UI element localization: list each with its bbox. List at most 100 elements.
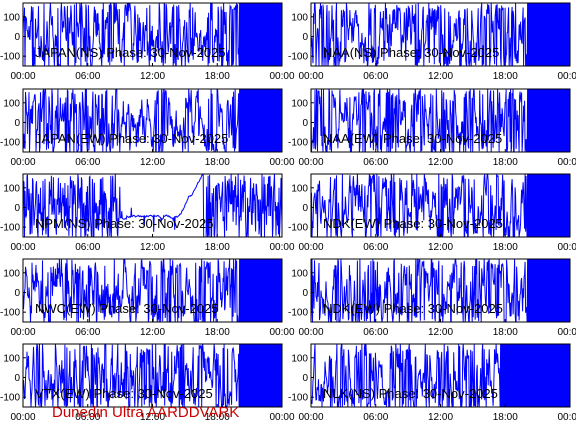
x-tick-label: 12:00 — [140, 71, 165, 82]
x-tick-label: 00:00 — [557, 71, 576, 82]
y-tick-label: -100 — [288, 393, 308, 404]
x-tick-label: 12:00 — [140, 157, 165, 168]
y-tick-label: 100 — [3, 98, 20, 109]
y-tick-label: 0 — [302, 32, 308, 43]
x-tick-label: 06:00 — [75, 327, 100, 338]
x-tick-label: 06:00 — [363, 157, 388, 168]
y-tick-label: -100 — [288, 223, 308, 234]
x-tick-label: 00:00 — [557, 327, 576, 338]
y-tick-label: 100 — [3, 268, 20, 279]
x-tick-label: 12:00 — [428, 71, 453, 82]
x-tick-label: 06:00 — [363, 71, 388, 82]
x-tick-label: 18:00 — [205, 71, 230, 82]
y-tick-label: 0 — [302, 118, 308, 129]
x-tick-label: 00:00 — [269, 327, 294, 338]
x-tick-label: 00:00 — [298, 242, 323, 253]
phase-trace — [23, 3, 282, 66]
x-tick-label: 06:00 — [363, 242, 388, 253]
x-tick-label: 12:00 — [428, 412, 453, 423]
x-tick-label: 00:00 — [298, 412, 323, 423]
x-tick-label: 00:00 — [10, 412, 35, 423]
y-tick-label: 0 — [14, 373, 20, 384]
y-tick-label: -100 — [0, 308, 20, 319]
x-tick-label: 00:00 — [298, 157, 323, 168]
plot-title: NWC(EW) Phase: 30-Nov-2025 — [35, 301, 219, 316]
x-tick-label: 18:00 — [493, 327, 518, 338]
x-tick-label: 18:00 — [493, 71, 518, 82]
x-tick-label: 12:00 — [140, 327, 165, 338]
plot-title: NDK(EW) Phase: 30-Nov-2025 — [323, 216, 503, 231]
x-tick-label: 12:00 — [428, 242, 453, 253]
y-tick-label: 0 — [302, 203, 308, 214]
plot-title: NAA(EW) Phase: 30-Nov-2025 — [323, 131, 502, 146]
plot-title: JAPAN(NS) Phase: 30-Nov-2025 — [35, 45, 226, 60]
x-tick-label: 00:00 — [557, 242, 576, 253]
y-tick-label: 0 — [14, 32, 20, 43]
y-tick-label: -100 — [0, 52, 20, 63]
x-tick-label: 00:00 — [269, 412, 294, 423]
plot-title: JAPAN(EW) Phase: 30-Nov-2025 — [35, 131, 228, 146]
y-tick-label: -100 — [0, 393, 20, 404]
y-tick-label: 100 — [291, 12, 308, 23]
y-tick-label: 100 — [291, 98, 308, 109]
x-tick-label: 12:00 — [140, 242, 165, 253]
x-tick-label: 06:00 — [363, 327, 388, 338]
y-tick-label: 0 — [14, 288, 20, 299]
y-tick-label: 100 — [3, 183, 20, 194]
y-tick-label: 100 — [291, 353, 308, 364]
y-tick-label: 100 — [291, 268, 308, 279]
plot-title: VTX(EW) Phase: 30-Nov-2025 — [35, 386, 213, 401]
x-tick-label: 06:00 — [75, 71, 100, 82]
x-tick-label: 00:00 — [10, 157, 35, 168]
x-tick-label: 18:00 — [493, 412, 518, 423]
x-tick-label: 12:00 — [428, 327, 453, 338]
y-tick-label: 100 — [291, 183, 308, 194]
phase-plot: 1000-10000:0006:0012:0018:0000:00NAA(NS)… — [288, 2, 576, 82]
plot-title: NLK(NS) Phase: 30-Nov-2025 — [323, 386, 498, 401]
phase-trace — [23, 344, 282, 407]
phase-trace — [311, 3, 570, 66]
y-tick-label: 0 — [302, 373, 308, 384]
phase-trace — [311, 89, 570, 152]
y-tick-label: 100 — [3, 12, 20, 23]
x-tick-label: 06:00 — [75, 157, 100, 168]
phase-plot: 1000-10000:0006:0012:0018:0000:00NDK(EW)… — [288, 173, 576, 253]
x-tick-label: 18:00 — [493, 242, 518, 253]
phase-plot: 1000-10000:0006:0012:0018:0000:00NAA(EW)… — [288, 88, 576, 168]
phase-trace — [23, 174, 282, 237]
x-tick-label: 00:00 — [269, 71, 294, 82]
plot-title: NDK(EW) Phase: 30-Nov-2025 — [323, 301, 503, 316]
y-tick-label: -100 — [288, 308, 308, 319]
x-tick-label: 00:00 — [298, 71, 323, 82]
phase-plot: 1000-10000:0006:0012:0018:0000:00NLK(NS)… — [288, 343, 576, 423]
phase-trace — [23, 259, 282, 322]
x-tick-label: 06:00 — [75, 242, 100, 253]
x-tick-label: 00:00 — [298, 327, 323, 338]
phase-trace — [311, 344, 570, 407]
x-tick-label: 12:00 — [428, 157, 453, 168]
plot-title: NPM(NS) Phase: 30-Nov-2025 — [35, 216, 213, 231]
x-tick-label: 06:00 — [75, 412, 100, 423]
x-tick-label: 12:00 — [140, 412, 165, 423]
x-tick-label: 18:00 — [205, 327, 230, 338]
x-tick-label: 18:00 — [205, 242, 230, 253]
phase-trace — [311, 174, 570, 237]
phase-trace — [23, 89, 282, 152]
x-tick-label: 06:00 — [363, 412, 388, 423]
x-tick-label: 00:00 — [269, 242, 294, 253]
phase-trace — [311, 259, 570, 322]
plot-title: NAA(NS) Phase: 30-Nov-2025 — [323, 45, 499, 60]
x-tick-label: 00:00 — [269, 157, 294, 168]
footer-label: Dunedin Ultra AARDDVARK — [52, 404, 240, 421]
x-tick-label: 18:00 — [205, 157, 230, 168]
y-tick-label: -100 — [288, 52, 308, 63]
x-tick-label: 18:00 — [205, 412, 230, 423]
x-tick-label: 18:00 — [493, 157, 518, 168]
x-tick-label: 00:00 — [557, 412, 576, 423]
y-tick-label: 0 — [14, 118, 20, 129]
